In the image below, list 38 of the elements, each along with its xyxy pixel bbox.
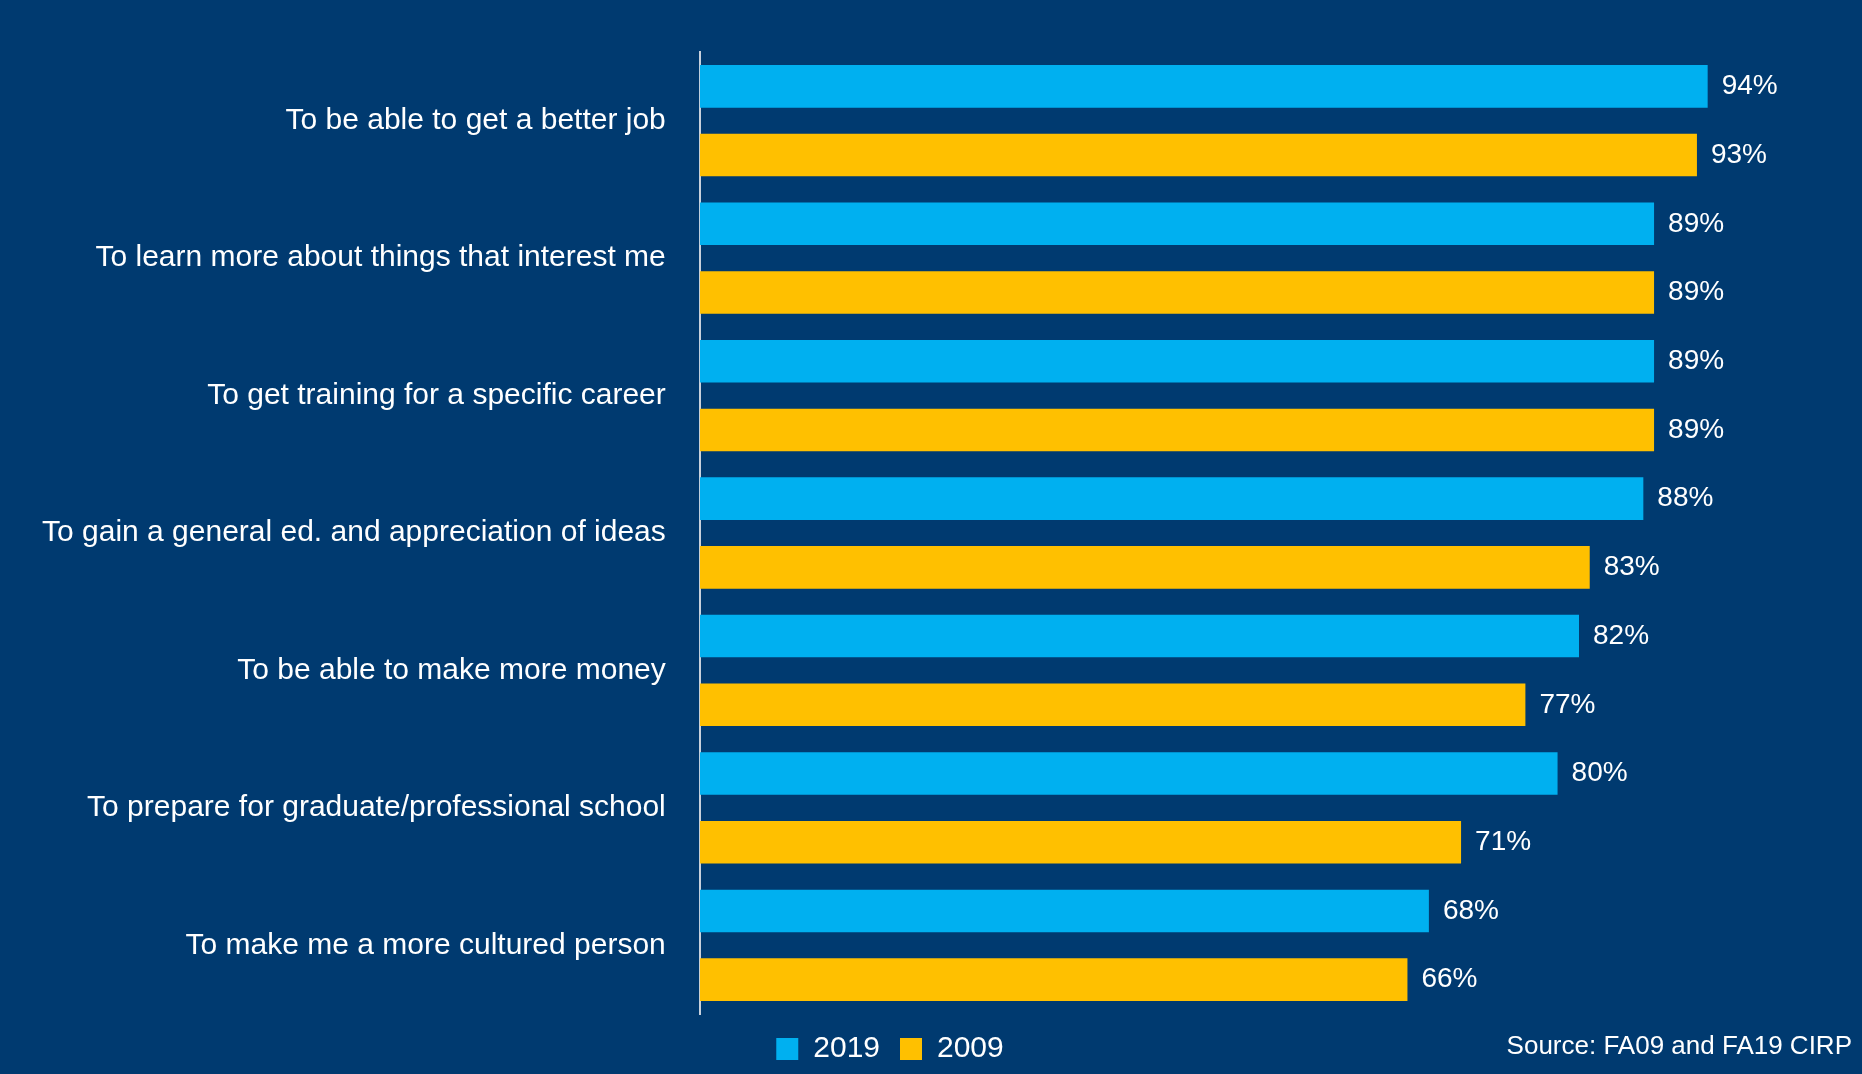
data-label: 89% (1668, 343, 1725, 375)
bar (699, 408, 1655, 452)
data-label: 71% (1475, 824, 1532, 856)
data-label: 89% (1668, 275, 1725, 307)
y-tick-label: To make me a more cultured person (185, 926, 666, 960)
bar (699, 546, 1590, 589)
bar (699, 339, 1655, 383)
data-label: 94% (1721, 69, 1778, 101)
y-tick-label: To learn more about things that interest me (95, 239, 666, 273)
data-label: 89% (1668, 206, 1725, 238)
data-label: 89% (1668, 412, 1725, 444)
bar (699, 477, 1644, 520)
bar (699, 65, 1708, 108)
y-tick-label: To prepare for graduate/professional school (87, 789, 666, 823)
data-label: 93% (1710, 137, 1767, 169)
bar (699, 820, 1462, 864)
y-tick-label: To be able to get a better job (285, 101, 666, 135)
bar (699, 614, 1579, 658)
bar (699, 958, 1408, 1001)
source-note: Source: FA09 and FA19 CIRP (1506, 1030, 1852, 1061)
y-tick-label: To be able to make more money (237, 651, 666, 685)
legend-label: 2009 (937, 1030, 1004, 1064)
data-label: 83% (1603, 550, 1660, 582)
bar (699, 889, 1429, 933)
data-label: 66% (1421, 962, 1478, 994)
data-label: 77% (1539, 687, 1596, 719)
bar (699, 133, 1697, 177)
bar (699, 202, 1655, 246)
bar (699, 683, 1526, 727)
bar (699, 752, 1558, 795)
data-label: 80% (1571, 756, 1628, 788)
data-label: 82% (1593, 618, 1650, 650)
legend-label: 2019 (813, 1030, 881, 1064)
bar (699, 271, 1655, 314)
data-label: 88% (1657, 481, 1714, 513)
y-tick-label: To gain a general ed. and appreciation of ideas (41, 514, 666, 548)
data-label: 68% (1442, 893, 1499, 925)
y-tick-label: To get training for a specific career (207, 376, 666, 410)
